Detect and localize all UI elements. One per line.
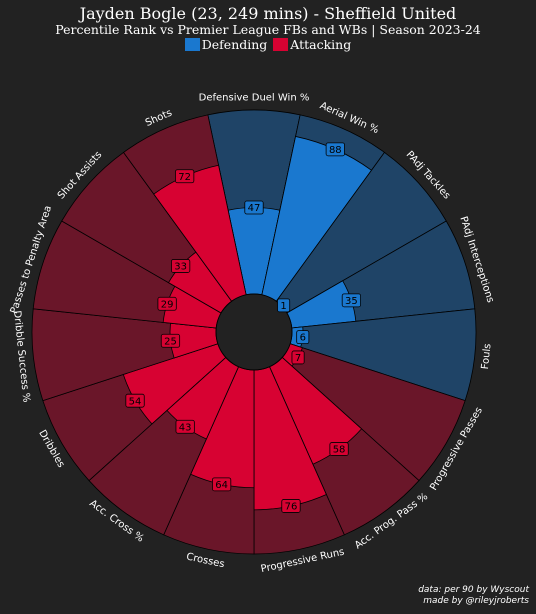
value-label-shots: 72 — [178, 172, 191, 183]
value-box-passes-to-penalty-area — [157, 296, 177, 311]
value-label-dribbles: 54 — [129, 396, 142, 407]
center-disc — [215, 293, 293, 371]
value-label-crosses: 64 — [215, 480, 228, 491]
value-label-progressive-passes: 7 — [295, 353, 301, 364]
value-label-acc-cross: 43 — [179, 422, 192, 433]
legend-swatch-attacking — [273, 38, 289, 51]
param-label-crosses: Crosses — [185, 551, 225, 570]
value-box-acc-prog-pass — [329, 442, 349, 456]
value-box-progressive-runs — [281, 499, 301, 513]
value-box-acc-cross — [175, 419, 195, 434]
value-box-aerial-win — [325, 142, 345, 157]
value-label-padj-interceptions: 35 — [345, 296, 358, 307]
legend-label-defending: Defending — [201, 37, 268, 52]
value-box-defensive-duel-win — [244, 200, 264, 215]
value-box-padj-interceptions — [341, 293, 361, 308]
chart-title: Jayden Bogle (23, 249 mins) - Sheffield … — [79, 4, 457, 23]
value-box-progressive-passes — [291, 350, 305, 365]
param-label-dribble-success: Dribble Success % — [11, 310, 32, 403]
value-label-defensive-duel-win: 47 — [248, 203, 261, 214]
value-label-shot-assists: 33 — [174, 262, 187, 273]
legend: Defending Attacking — [0, 37, 536, 52]
value-label-acc-prog-pass: 58 — [333, 445, 346, 456]
value-box-dribble-success — [160, 333, 181, 348]
value-label-padj-tackles: 1 — [280, 301, 286, 312]
param-label-fouls: Fouls — [480, 343, 494, 370]
value-box-dribbles — [125, 393, 145, 408]
value-label-progressive-runs: 76 — [285, 502, 298, 513]
legend-item-attacking: Attacking — [273, 37, 351, 52]
credits-line-2: made by @rileyjroberts — [423, 596, 529, 606]
value-label-fouls: 6 — [300, 333, 306, 344]
value-box-shots — [175, 169, 195, 184]
value-label-aerial-win: 88 — [329, 145, 342, 156]
chart-subtitle: Percentile Rank vs Premier League FBs an… — [55, 22, 481, 37]
value-box-crosses — [212, 477, 232, 492]
value-box-shot-assists — [171, 259, 191, 273]
legend-swatch-defending — [184, 38, 200, 51]
value-label-passes-to-penalty-area: 29 — [161, 299, 174, 310]
value-box-padj-tackles — [277, 298, 291, 313]
legend-label-attacking: Attacking — [290, 37, 352, 52]
credits: data: per 90 by Wyscout made by @rileyjr… — [418, 585, 529, 607]
credits-line-1: data: per 90 by Wyscout — [418, 585, 529, 595]
value-box-fouls — [296, 330, 310, 345]
param-label-defensive-duel-win: Defensive Duel Win % — [199, 93, 310, 104]
value-label-dribble-success: 25 — [164, 336, 177, 347]
legend-item-defending: Defending — [184, 37, 268, 52]
param-label-shots: Shots — [144, 108, 174, 129]
